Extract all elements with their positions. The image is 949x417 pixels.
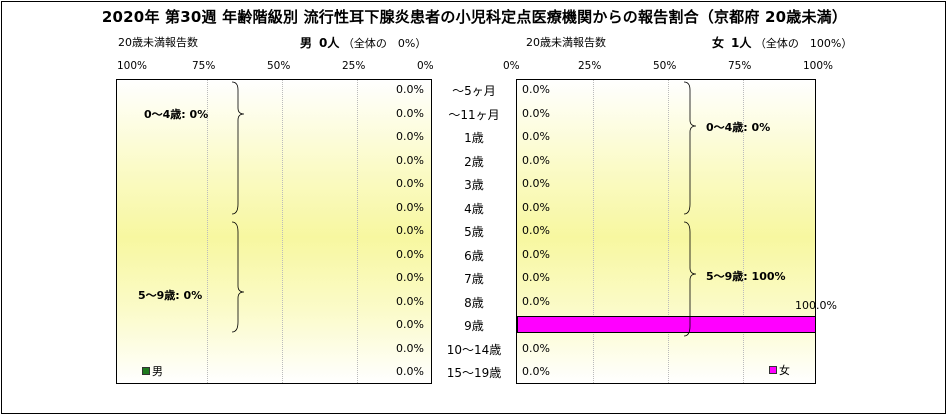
category-label: 15～19歳 bbox=[446, 366, 502, 380]
right-value-label: 0.0% bbox=[522, 106, 550, 120]
left-bracket-label-0-4: 0～4歳: 0% bbox=[144, 108, 209, 121]
right-plot-area bbox=[516, 79, 816, 384]
left-value-label: 0.0% bbox=[396, 365, 424, 378]
right-value-label: 0.0% bbox=[522, 177, 550, 190]
category-label: 7歳 bbox=[464, 272, 484, 286]
left-gridline bbox=[207, 80, 208, 383]
category-label: 3歳 bbox=[464, 178, 484, 192]
right-value-label: 0.0% bbox=[522, 271, 550, 284]
category-label: 1歳 bbox=[464, 131, 484, 145]
right-tick-label: 75% bbox=[728, 60, 752, 72]
category-label: 4歳 bbox=[464, 201, 484, 216]
right-sex-header: 女 1人 （全体の 100%） bbox=[712, 34, 852, 51]
category-label: 9歳 bbox=[464, 319, 484, 333]
right-brace-0-4 bbox=[683, 81, 697, 215]
category-label: 5歳 bbox=[464, 225, 484, 239]
right-gridline bbox=[593, 80, 594, 383]
left-value-label: 0.0% bbox=[396, 177, 424, 190]
right-count: 1人 bbox=[731, 36, 752, 50]
left-tick-label: 25% bbox=[342, 60, 366, 72]
left-sex: 男 bbox=[300, 36, 313, 50]
left-brace-0-4 bbox=[231, 81, 245, 215]
left-value-label: 0.0% bbox=[396, 106, 424, 120]
left-value-label: 0.0% bbox=[396, 200, 424, 214]
left-brace-5-9 bbox=[231, 221, 245, 333]
left-gridline bbox=[357, 80, 358, 383]
right-value-label: 0.0% bbox=[522, 153, 550, 167]
left-value-label: 0.0% bbox=[396, 294, 424, 308]
right-value-label: 0.0% bbox=[522, 224, 550, 237]
left-tick-label: 0% bbox=[417, 60, 434, 72]
left-value-label: 0.0% bbox=[396, 153, 424, 167]
left-value-label: 0.0% bbox=[396, 318, 424, 331]
left-count: 0人 bbox=[319, 36, 340, 50]
category-label: 10～14歳 bbox=[446, 342, 502, 357]
right-value-label: 100.0% bbox=[795, 299, 837, 312]
legend-swatch-female bbox=[769, 366, 777, 374]
left-plot-area bbox=[116, 79, 432, 384]
right-tick-label: 0% bbox=[503, 60, 520, 72]
left-share: （全体の 0%） bbox=[342, 37, 427, 50]
left-value-label: 0.0% bbox=[396, 224, 424, 237]
right-value-label: 0.0% bbox=[522, 247, 550, 261]
right-bar bbox=[517, 316, 816, 333]
right-gridline bbox=[743, 80, 744, 383]
right-value-label: 0.0% bbox=[522, 130, 550, 143]
legend-swatch-male bbox=[142, 367, 150, 375]
left-value-label: 0.0% bbox=[396, 271, 424, 284]
right-count-label: 20歳未満報告数 bbox=[526, 36, 606, 49]
right-tick-label: 25% bbox=[578, 60, 602, 72]
legend-label-female: 女 bbox=[779, 364, 790, 377]
right-tick-label: 100% bbox=[803, 60, 834, 72]
left-tick-label: 50% bbox=[267, 60, 291, 72]
right-value-label: 0.0% bbox=[522, 341, 550, 355]
left-value-label: 0.0% bbox=[396, 247, 424, 261]
right-brace-5-9 bbox=[683, 221, 697, 337]
left-value-label: 0.0% bbox=[396, 130, 424, 143]
right-bracket-label-0-4: 0～4歳: 0% bbox=[706, 121, 771, 134]
right-value-label: 0.0% bbox=[522, 200, 550, 214]
right-share: （全体の 100%） bbox=[754, 37, 853, 50]
right-value-label: 0.0% bbox=[522, 83, 550, 96]
left-count-label: 20歳未満報告数 bbox=[118, 36, 198, 49]
right-gridline bbox=[668, 80, 669, 383]
left-legend: 男 bbox=[142, 363, 163, 379]
chart-title: 2020年 第30週 年齢階級別 流行性耳下腺炎患者の小児科定点医療機関からの報… bbox=[101, 8, 848, 26]
right-sex: 女 bbox=[712, 36, 725, 50]
right-value-label: 0.0% bbox=[522, 294, 550, 308]
right-value-label: 0.0% bbox=[522, 365, 550, 378]
left-gridline bbox=[282, 80, 283, 383]
left-tick-label: 75% bbox=[192, 60, 216, 72]
category-label: 6歳 bbox=[464, 248, 484, 263]
left-bracket-label-5-9: 5～9歳: 0% bbox=[138, 289, 203, 302]
right-bracket-label-5-9: 5～9歳: 100% bbox=[706, 270, 786, 283]
left-value-label: 0.0% bbox=[396, 341, 424, 355]
category-label: 2歳 bbox=[464, 154, 484, 169]
left-sex-header: 男 0人 （全体の 0%） bbox=[300, 34, 426, 51]
category-label: ～5ヶ月 bbox=[452, 84, 496, 98]
legend-label-male: 男 bbox=[152, 365, 163, 378]
left-value-label: 0.0% bbox=[396, 83, 424, 96]
left-tick-label: 100% bbox=[117, 60, 148, 72]
category-label: 8歳 bbox=[464, 295, 484, 310]
category-label: ～11ヶ月 bbox=[448, 107, 500, 122]
right-legend: 女 bbox=[769, 362, 790, 378]
right-tick-label: 50% bbox=[653, 60, 677, 72]
